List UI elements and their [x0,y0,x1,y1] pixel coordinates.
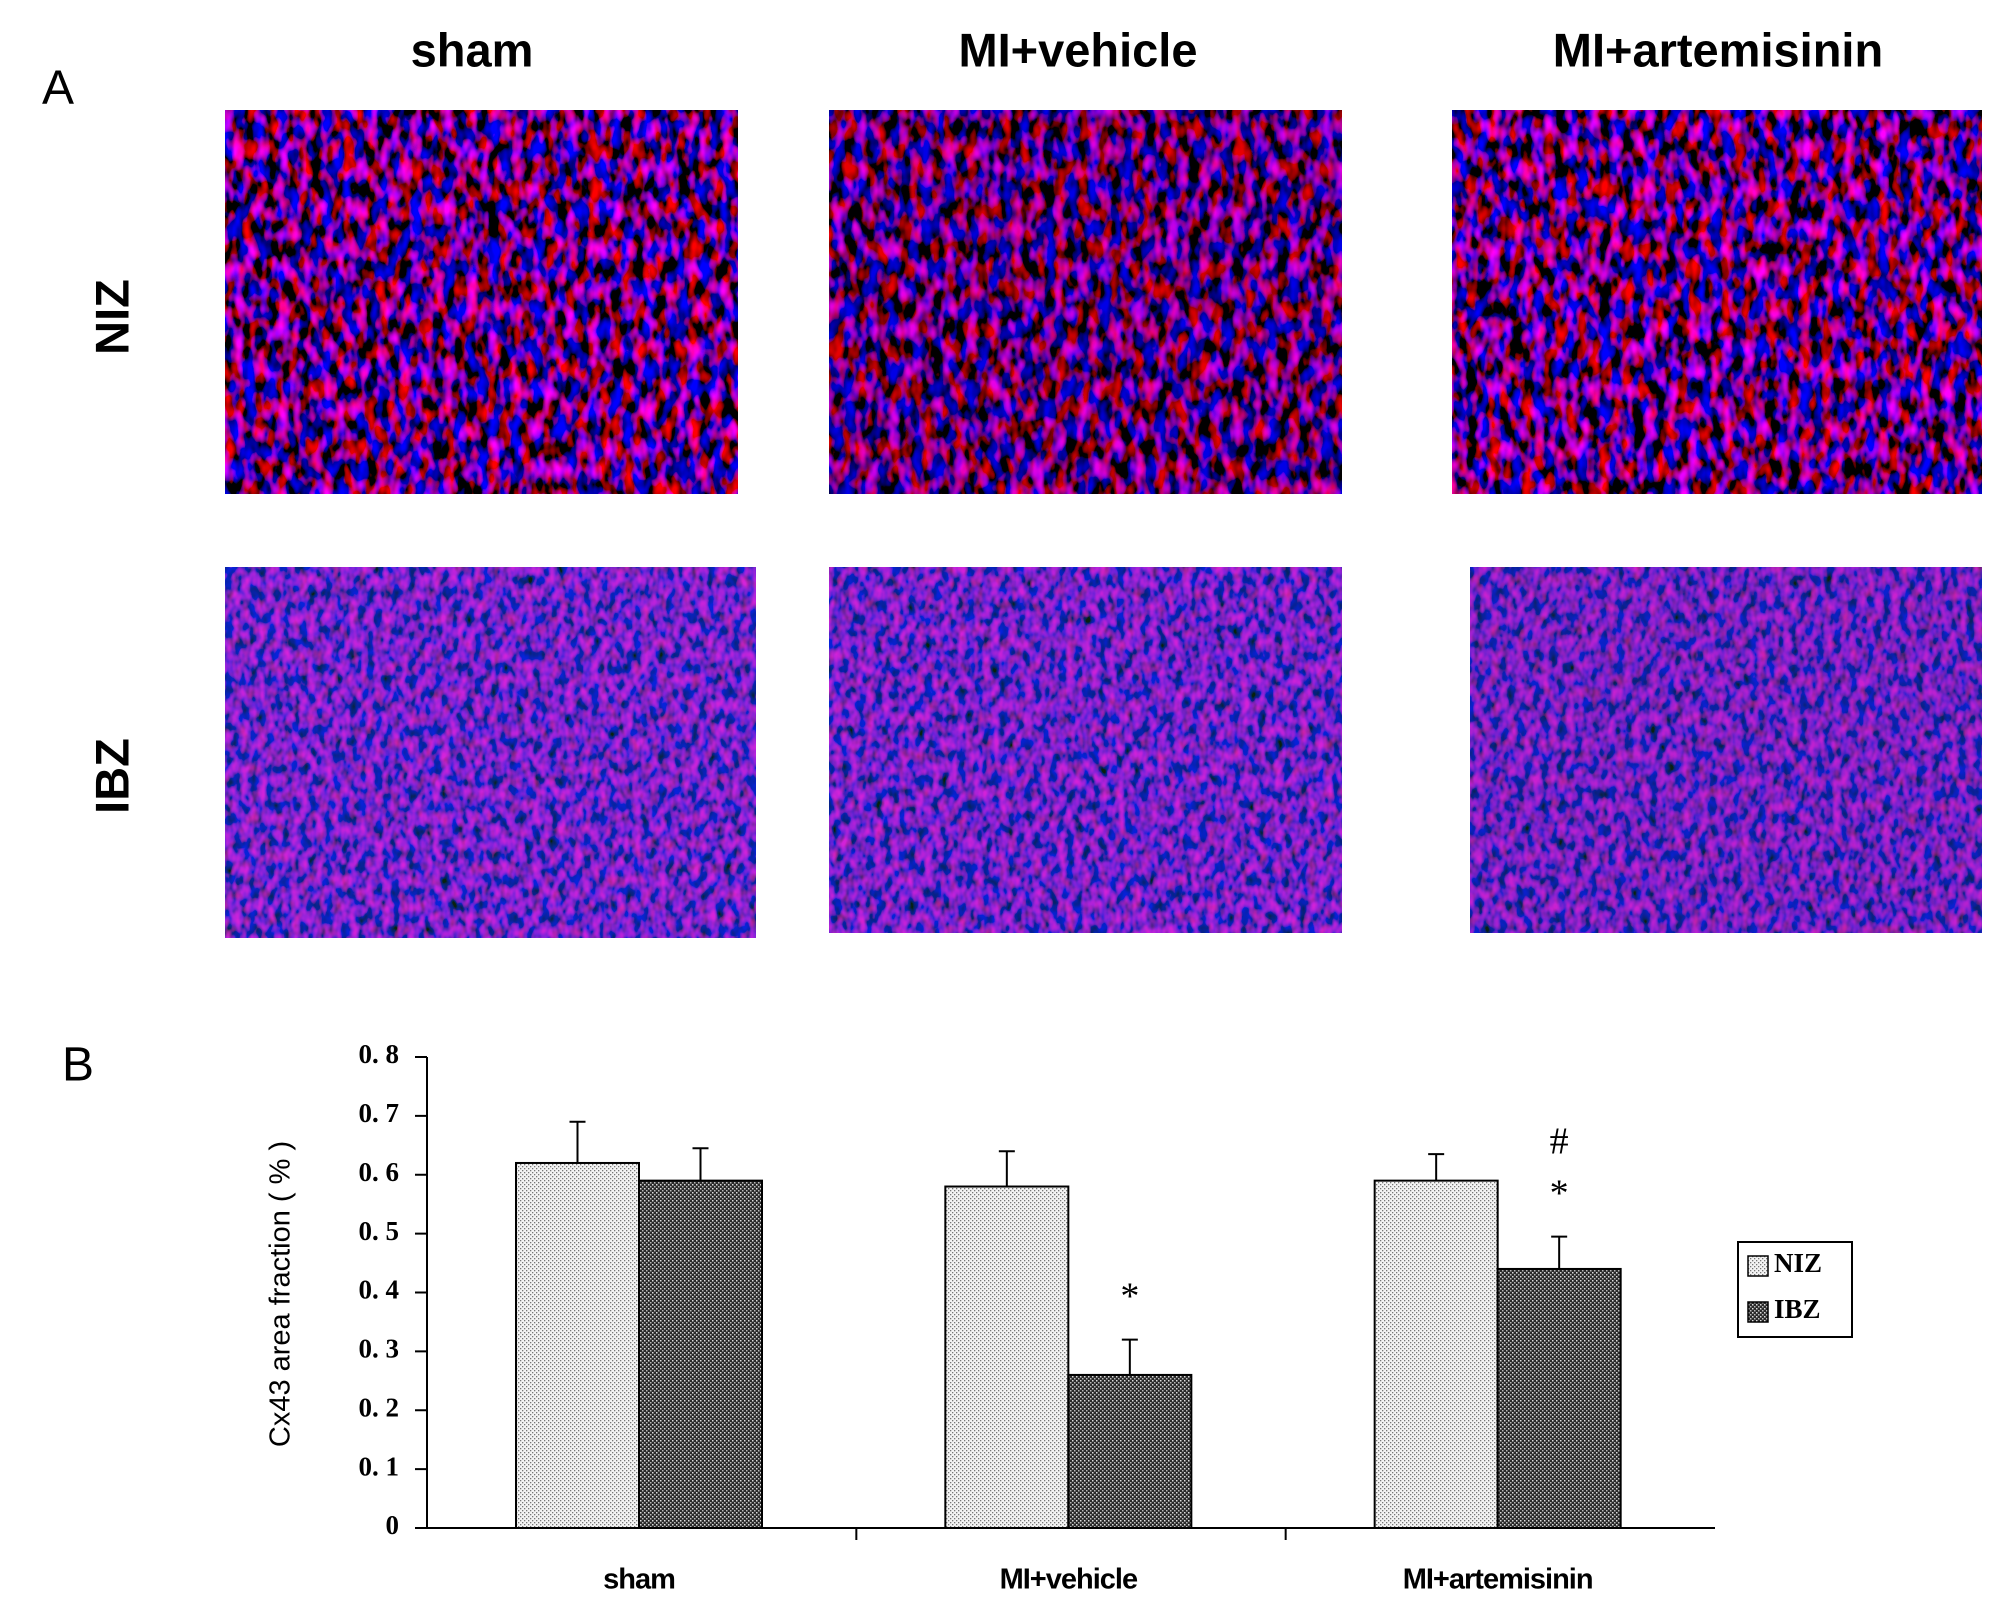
legend-label: NIZ [1774,1248,1822,1278]
legend-swatch [1747,1301,1769,1323]
micrograph [225,110,738,494]
legend-label: IBZ [1774,1294,1821,1324]
x-tick-label: MI+vehicle [1000,1564,1138,1596]
error-bar [1121,1338,1138,1375]
y-tick-label: 0. 2 [359,1392,400,1422]
error-bar [998,1150,1015,1187]
annotation: * [1550,1172,1569,1214]
row-label: IBZ [85,738,138,814]
bar [1496,1267,1622,1529]
y-tick-label: 0. 1 [359,1451,400,1481]
bar [1067,1373,1193,1530]
y-tick-label: 0. 7 [359,1098,400,1128]
legend-swatch [1747,1255,1769,1277]
micrograph [829,110,1342,494]
y-tick-label: 0. 8 [359,1039,400,1069]
x-tick-label: MI+artemisinin [1403,1564,1593,1596]
bar [944,1185,1070,1530]
error-bar [569,1120,586,1163]
panel-label: A [42,62,74,115]
y-axis-label: Cx43 area fraction ( % ) [265,1141,297,1447]
x-tick-label: sham [603,1564,675,1596]
micrograph [225,567,756,938]
panel-label: B [62,1039,94,1092]
micrographs [225,110,1982,938]
y-tick-label: 0. 3 [359,1334,400,1364]
micrograph [1452,110,1982,494]
bar [515,1161,640,1529]
error-bar [692,1147,709,1181]
row-label: NIZ [85,279,138,355]
error-bar [1551,1235,1568,1269]
annotation: # [1550,1120,1569,1162]
bar [1373,1179,1499,1529]
micrograph [1470,567,1982,933]
y-tick-label: 0 [386,1510,400,1540]
y-tick-label: 0. 4 [359,1275,400,1305]
error-bar [1428,1153,1445,1181]
y-tick-label: 0. 5 [359,1216,400,1246]
annotation: * [1120,1275,1139,1317]
column-title: MI+vehicle [958,23,1197,76]
y-tick-label: 0. 6 [359,1157,400,1187]
bar [638,1179,763,1529]
column-title: sham [411,23,534,76]
column-title: MI+artemisinin [1553,23,1883,76]
micrograph [829,567,1342,933]
